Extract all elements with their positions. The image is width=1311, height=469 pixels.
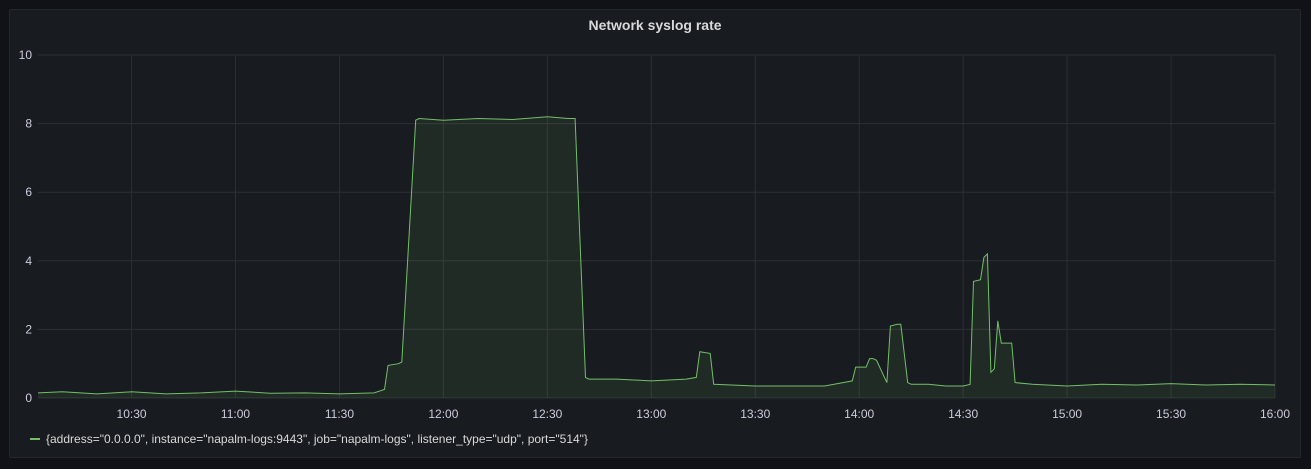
x-tick-label: 11:30 — [325, 407, 354, 421]
grid-lines — [38, 54, 1276, 399]
x-tick-label: 16:00 — [1260, 407, 1290, 421]
legend-swatch — [30, 438, 40, 440]
x-tick-label: 13:00 — [636, 407, 666, 421]
chart-svg: 0 2 4 6 8 10 10:30 11:00 11:30 12:00 12:30 13:00 13… — [19, 48, 1291, 421]
x-tick-label: 14:30 — [948, 407, 978, 421]
y-tick-label: 0 — [25, 391, 32, 405]
y-tick-label: 6 — [25, 185, 32, 199]
graph-panel: Network syslog rate 0 2 4 6 8 10 10:30 11:00 11… — [9, 9, 1301, 458]
panel-title[interactable]: Network syslog rate — [588, 17, 722, 33]
x-tick-label: 11:00 — [221, 407, 250, 421]
x-tick-label: 14:00 — [844, 407, 874, 421]
y-tick-label: 2 — [25, 322, 32, 336]
series-fill — [38, 116, 1275, 398]
legend-label[interactable]: {address="0.0.0.0", instance="napalm-log… — [46, 432, 588, 446]
x-axis-labels: 10:30 11:00 11:30 12:00 12:30 13:00 13:30 14:00… — [117, 407, 1291, 421]
series-area — [37, 116, 1276, 398]
y-tick-label: 8 — [25, 117, 32, 131]
x-tick-label: 12:00 — [428, 407, 458, 421]
y-tick-label: 4 — [25, 254, 32, 268]
x-tick-label: 10:30 — [117, 407, 147, 421]
series-line[interactable] — [37, 116, 1276, 395]
x-tick-label: 15:00 — [1052, 407, 1082, 421]
x-tick-label: 13:30 — [740, 407, 770, 421]
legend[interactable]: {address="0.0.0.0", instance="napalm-log… — [30, 432, 588, 446]
x-tick-label: 15:30 — [1156, 407, 1186, 421]
x-tick-label: 12:30 — [532, 407, 562, 421]
y-axis-labels: 0 2 4 6 8 10 — [19, 48, 33, 405]
y-tick-label: 10 — [19, 48, 33, 62]
